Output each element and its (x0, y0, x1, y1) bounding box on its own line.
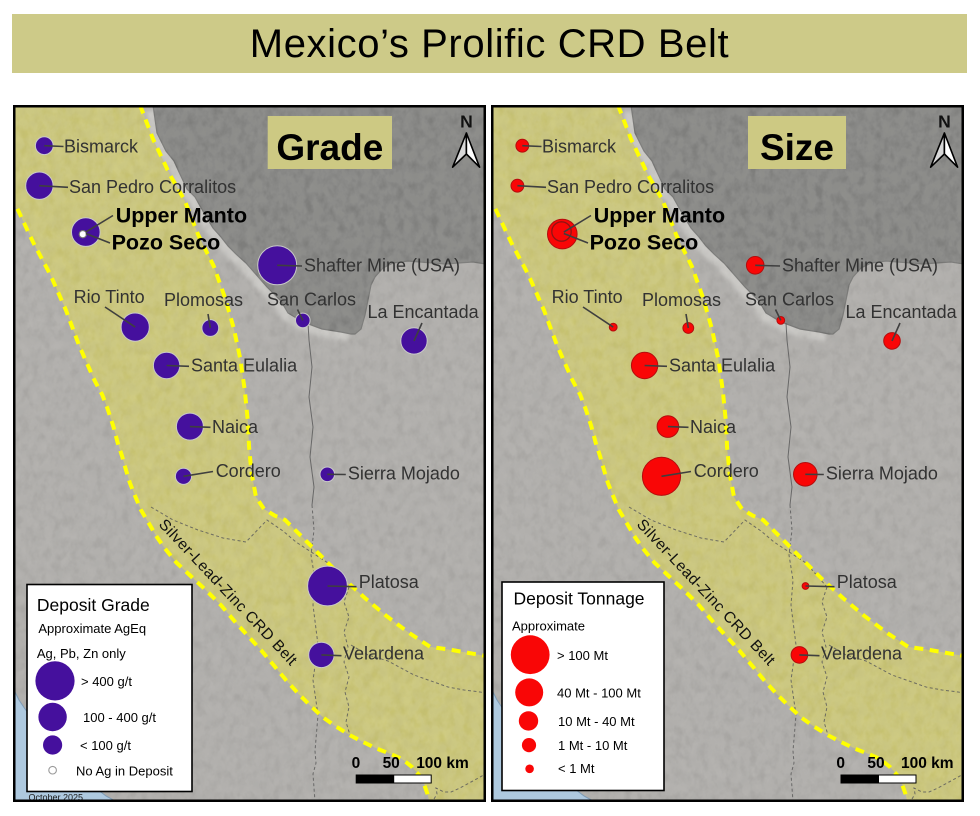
svg-text:Velardena: Velardena (343, 644, 425, 664)
svg-text:0: 0 (836, 755, 845, 772)
svg-text:> 100 Mt: > 100 Mt (557, 648, 608, 663)
svg-text:Cordero: Cordero (694, 461, 759, 481)
svg-text:Platosa: Platosa (359, 572, 420, 592)
svg-text:0: 0 (352, 755, 361, 772)
svg-text:Grade: Grade (276, 127, 383, 168)
svg-text:10 Mt - 40 Mt: 10 Mt - 40 Mt (558, 714, 635, 729)
svg-text:San Pedro Corralitos: San Pedro Corralitos (69, 177, 236, 197)
svg-text:La Encantada: La Encantada (846, 302, 958, 322)
svg-text:Cordero: Cordero (216, 461, 281, 481)
svg-text:San Carlos: San Carlos (267, 289, 356, 309)
svg-text:Upper Manto: Upper Manto (116, 204, 247, 228)
svg-text:Santa Eulalia: Santa Eulalia (191, 355, 298, 375)
svg-text:October 2025: October 2025 (29, 793, 84, 803)
svg-text:San Carlos: San Carlos (745, 289, 834, 309)
svg-text:Platosa: Platosa (837, 572, 898, 592)
svg-text:N: N (460, 112, 473, 132)
svg-text:Bismarck: Bismarck (64, 136, 139, 156)
svg-text:Approximate AgEq: Approximate AgEq (38, 621, 146, 636)
svg-text:Deposit Tonnage: Deposit Tonnage (514, 589, 645, 609)
svg-text:40 Mt - 100 Mt: 40 Mt - 100 Mt (557, 686, 641, 701)
svg-text:Rio Tinto: Rio Tinto (552, 287, 623, 307)
svg-text:Approximate: Approximate (512, 619, 585, 634)
svg-text:Pozo Seco: Pozo Seco (112, 231, 221, 255)
svg-text:1 Mt - 10 Mt: 1 Mt - 10 Mt (558, 738, 628, 753)
svg-text:Pozo Seco: Pozo Seco (590, 231, 699, 255)
svg-text:50: 50 (383, 755, 400, 772)
svg-text:50: 50 (867, 755, 884, 772)
svg-text:Bismarck: Bismarck (542, 136, 617, 156)
svg-text:Velardena: Velardena (821, 644, 903, 664)
svg-text:100 km: 100 km (901, 755, 954, 772)
svg-text:Santa Eulalia: Santa Eulalia (669, 355, 776, 375)
svg-text:< 100 g/t: < 100 g/t (80, 738, 131, 753)
svg-text:< 1 Mt: < 1 Mt (558, 761, 595, 776)
svg-text:Sierra Mojado: Sierra Mojado (826, 464, 938, 484)
svg-text:Size: Size (760, 127, 834, 168)
svg-text:Plomosas: Plomosas (164, 290, 243, 310)
svg-text:Naica: Naica (690, 417, 737, 437)
svg-text:> 400 g/t: > 400 g/t (81, 674, 132, 689)
svg-text:100 - 400 g/t: 100 - 400 g/t (83, 710, 156, 725)
svg-text:Deposit Grade: Deposit Grade (37, 595, 150, 615)
svg-text:100 km: 100 km (416, 755, 469, 772)
svg-text:Naica: Naica (212, 417, 259, 437)
svg-text:Rio Tinto: Rio Tinto (74, 287, 145, 307)
svg-text:Ag, Pb, Zn only: Ag, Pb, Zn only (37, 646, 126, 661)
svg-text:Plomosas: Plomosas (642, 290, 721, 310)
svg-text:No Ag in Deposit: No Ag in Deposit (76, 764, 173, 779)
svg-text:Shafter Mine (USA): Shafter Mine (USA) (304, 256, 460, 276)
svg-text:Upper Manto: Upper Manto (594, 204, 725, 228)
svg-text:La Encantada: La Encantada (368, 302, 480, 322)
svg-text:San Pedro Corralitos: San Pedro Corralitos (547, 177, 714, 197)
svg-text:N: N (938, 112, 951, 132)
svg-text:Sierra Mojado: Sierra Mojado (348, 464, 460, 484)
svg-text:Shafter Mine (USA): Shafter Mine (USA) (782, 256, 938, 276)
